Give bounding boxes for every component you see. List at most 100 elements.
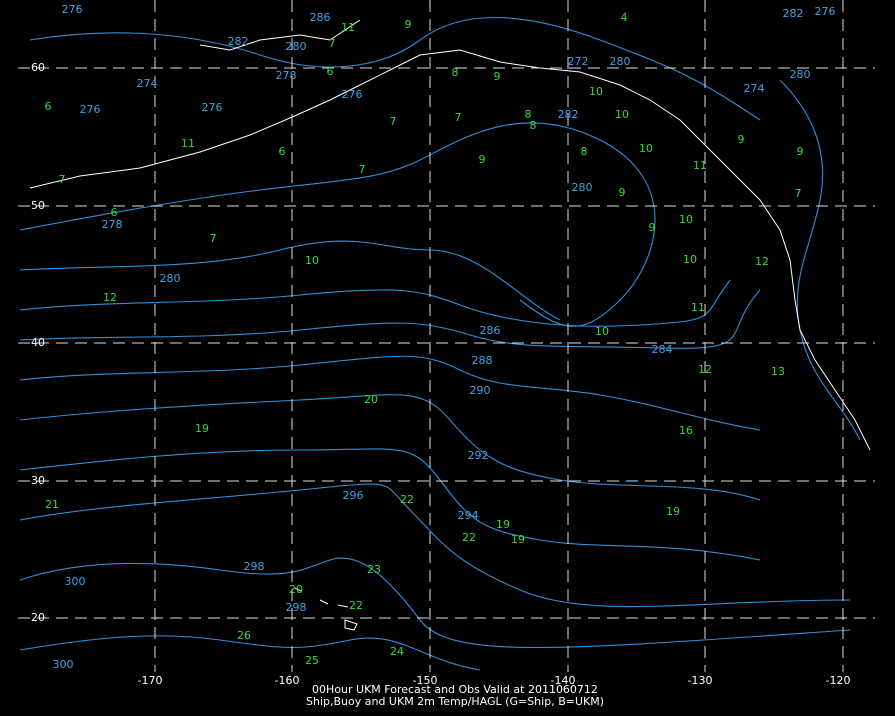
contour-label: 292 [468,449,489,462]
coast-path [29,49,871,451]
contour-line [19,289,761,349]
contour-label: 294 [458,509,479,522]
contour-label: 280 [610,55,631,68]
contour-line [19,240,561,321]
lon-label: -160 [275,674,300,687]
ship-obs: 9 [405,18,412,31]
title-line: Ship,Buoy and UKM 2m Temp/HAGL (G=Ship, … [306,695,604,708]
ship-obs: 7 [59,173,66,186]
contour-label: 274 [744,82,765,95]
ship-obs: 13 [771,365,785,378]
contour-line [19,394,761,501]
lon-label: -140 [551,674,576,687]
contour-label: 280 [286,40,307,53]
ship-obs: 12 [698,363,712,376]
lon-label: -130 [688,674,713,687]
contour-label: 276 [202,101,223,114]
contour-line [19,448,761,561]
lat-label: 30 [31,474,45,487]
contour-label: 286 [310,11,331,24]
contour-label: 272 [568,55,589,68]
lat-label: 20 [31,611,45,624]
ship-obs: 16 [679,424,693,437]
ship-obs: 9 [649,221,656,234]
contour-line [29,16,761,121]
ship-obs: 8 [530,119,537,132]
contour-label: 290 [470,384,491,397]
ship-obs: 6 [111,206,118,219]
ship-obs: 11 [691,301,705,314]
ship-obs: 9 [479,153,486,166]
contour-label: 288 [472,354,493,367]
ship-obs: 9 [738,133,745,146]
ship-obs: 9 [619,186,626,199]
grid [18,0,875,672]
contour-label: 280 [572,181,593,194]
lat-label: 40 [31,336,45,349]
contour-label: 298 [244,560,265,573]
contour-label: 278 [276,69,297,82]
ship-obs: 10 [639,142,653,155]
ship-obs: 22 [462,531,476,544]
ship-obs: 19 [496,518,510,531]
lat-label: 60 [31,61,45,74]
ship-obs: 11 [693,159,707,172]
contour-line [19,557,851,649]
coast-path [199,19,361,51]
ship-obs: 8 [581,145,588,158]
ship-obs: 7 [210,232,217,245]
contour-line [19,279,731,327]
ship-obs: 8 [452,66,459,79]
ship-obs: 26 [237,629,251,642]
ship-obs: 10 [679,213,693,226]
contour-line [19,483,851,608]
contour-label: 276 [815,5,836,18]
ship-obs: 7 [390,115,397,128]
contour-line [19,355,761,431]
contour-label: 276 [62,3,83,16]
ship-obs: 7 [795,187,802,200]
contour-line [19,635,481,671]
ship-obs: 6 [45,100,52,113]
ship-obs: 9 [494,70,501,83]
ship-obs: 21 [45,498,59,511]
ship-obs: 10 [305,254,319,267]
contour-label: 276 [342,88,363,101]
contour-line [779,79,861,441]
lat-label: 50 [31,199,45,212]
contour-label: 286 [480,324,501,337]
ship-obs: 10 [683,253,697,266]
ship-obs: 20 [364,393,378,406]
ship-obs: 19 [511,533,525,546]
ship-obs: 8 [525,108,532,121]
ship-obs: 10 [595,325,609,338]
contour-label: 282 [558,108,579,121]
ship-obs: 6 [327,65,334,78]
contour-label: 284 [652,343,673,356]
labels: -170 -160 -150 -140 -130 -120 60 50 40 30 20 276 286… [31,3,850,687]
contour-label: 300 [53,658,74,671]
ship-obs: 9 [797,145,804,158]
contour-line [19,122,656,327]
contour-label: 282 [228,35,249,48]
ship-obs: 10 [589,85,603,98]
contour-label: 280 [790,68,811,81]
contour-label: 276 [80,103,101,116]
ship-obs: 6 [279,145,286,158]
contour-label: 300 [65,575,86,588]
ship-obs: 10 [615,108,629,121]
ship-obs: 23 [367,563,381,576]
contour-label: 280 [160,272,181,285]
ship-obs: 11 [341,21,355,34]
ship-obs: 22 [349,599,363,612]
ship-obs: 11 [181,137,195,150]
ship-obs: 25 [305,654,319,667]
contour-label: 296 [343,489,364,502]
contours [19,16,861,671]
ship-obs: 24 [390,645,404,658]
contour-label: 278 [102,218,123,231]
contour-label: 274 [137,77,158,90]
ship-obs: 7 [455,111,462,124]
lon-label: -170 [138,674,163,687]
